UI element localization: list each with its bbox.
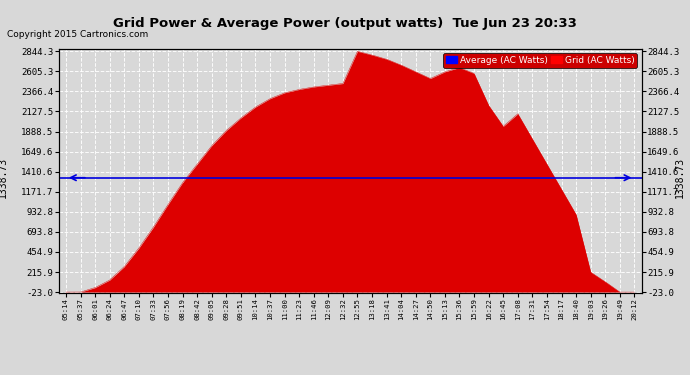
Text: Copyright 2015 Cartronics.com: Copyright 2015 Cartronics.com xyxy=(7,30,148,39)
Text: 1338.73: 1338.73 xyxy=(0,157,8,198)
Text: Grid Power & Average Power (output watts)  Tue Jun 23 20:33: Grid Power & Average Power (output watts… xyxy=(113,17,577,30)
Legend: Average (AC Watts), Grid (AC Watts): Average (AC Watts), Grid (AC Watts) xyxy=(444,53,637,68)
Text: 1338.73: 1338.73 xyxy=(675,157,684,198)
